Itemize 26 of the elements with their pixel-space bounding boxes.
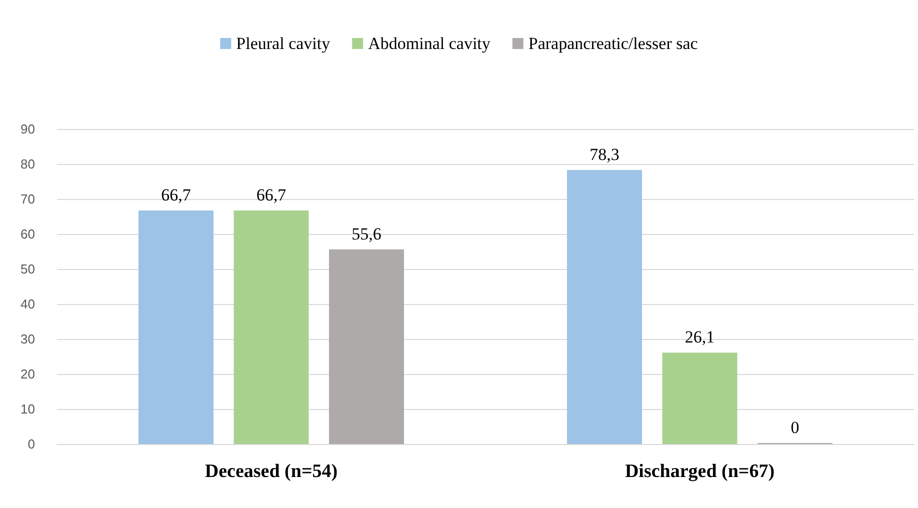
x-tick-label: Discharged (n=67): [624, 461, 775, 482]
bar: [662, 352, 738, 444]
legend-label: Abdominal cavity: [368, 34, 491, 53]
y-tick-label: 50: [20, 262, 35, 276]
y-tick-label: 70: [20, 192, 35, 206]
data-label: 26,1: [684, 328, 715, 347]
legend-label: Pleural cavity: [236, 34, 331, 53]
y-tick-label: 80: [20, 156, 35, 172]
y-tick-label: 90: [20, 122, 35, 136]
y-tick-label: 30: [20, 332, 35, 346]
legend-label: Parapancreatic/lesser sac: [528, 34, 698, 53]
bar: [234, 210, 309, 444]
bar: [329, 249, 404, 444]
y-tick-label: 60: [20, 226, 35, 242]
y-tick-label: 20: [20, 366, 35, 382]
data-label: 78,3: [590, 144, 620, 164]
y-tick-label: 10: [20, 402, 35, 416]
data-label: 66,7: [256, 186, 287, 205]
data-label: 66,7: [161, 186, 192, 205]
data-label: 0: [790, 418, 800, 437]
y-tick-label: 0: [28, 436, 35, 452]
data-label: 55,6: [352, 224, 382, 244]
x-tick-label: Deceased (n=54): [204, 461, 338, 482]
y-tick-label: 40: [20, 296, 35, 312]
bar: [567, 170, 642, 444]
bar: [138, 210, 214, 444]
